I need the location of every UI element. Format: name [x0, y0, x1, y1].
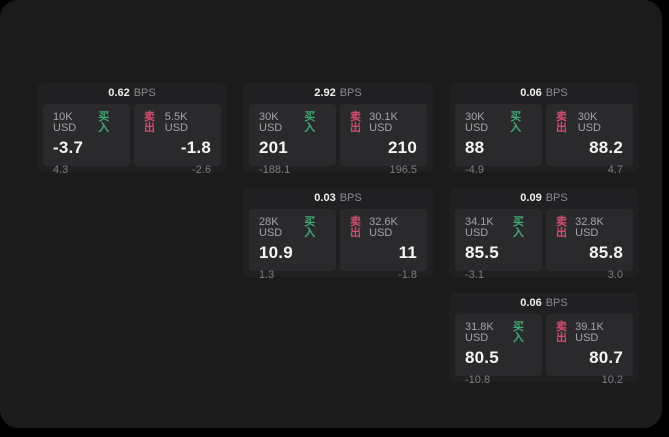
sell-price: 210: [388, 138, 417, 157]
sell-sub-value: 196.5: [389, 164, 417, 176]
sell-sub-value: 10.2: [601, 374, 623, 386]
buy-sub-value: 1.3: [259, 269, 275, 281]
buy-tile[interactable]: 28K USD 买入 10.9 1.3: [249, 209, 336, 281]
bps-spread-header: 0.06 BPS: [455, 83, 633, 104]
buy-tile[interactable]: 31.8K USD 买入 80.5 -10.8: [455, 314, 542, 386]
sell-label: 卖出: [350, 216, 361, 239]
sell-label: 卖出: [350, 111, 361, 134]
sell-price: 85.8: [589, 243, 623, 262]
sell-amount: 32.6K USD: [369, 216, 398, 239]
sell-tile[interactable]: 卖出 39.1K USD 80.7 10.2: [546, 314, 633, 386]
bps-unit-label: BPS: [133, 87, 156, 99]
bps-unit-label: BPS: [339, 192, 362, 204]
sell-price: -1.8: [180, 138, 211, 157]
sell-tile[interactable]: 卖出 30.1K USD 210 196.5: [340, 104, 427, 176]
buy-sub-value: -4.9: [465, 164, 484, 176]
quote-card-2: 2.92 BPS 30K USD 买入 201 -188.1 卖出 30.1K …: [243, 83, 433, 176]
buy-label: 买入: [304, 216, 316, 239]
buy-tile[interactable]: 34.1K USD 买入 85.5 -3.1: [455, 209, 542, 281]
buy-price: 10.9: [259, 243, 293, 262]
app-window: 0.62 BPS 10K USD 买入 -3.7 4.3 卖出 5.5K USD: [0, 0, 662, 428]
sell-amount: 32.8K USD: [575, 216, 604, 239]
quote-column-1: 0.62 BPS 10K USD 买入 -3.7 4.3 卖出 5.5K USD: [37, 83, 227, 176]
buy-sub-value: 4.3: [53, 164, 69, 176]
bps-spread-header: 0.06 BPS: [455, 293, 633, 314]
quote-card-6: 0.06 BPS 31.8K USD 买入 80.5 -10.8 卖出 39.1…: [449, 293, 639, 386]
quote-card-5: 0.09 BPS 34.1K USD 买入 85.5 -3.1 卖出 32.8K…: [449, 188, 639, 281]
quote-card-4: 0.03 BPS 28K USD 买入 10.9 1.3 卖出 32.6K US…: [243, 188, 433, 281]
quote-card-3: 0.06 BPS 30K USD 买入 88 -4.9 卖出 30K USD: [449, 83, 639, 176]
bps-spread-header: 0.62 BPS: [43, 83, 221, 104]
bps-spread-header: 2.92 BPS: [249, 83, 427, 104]
sell-amount: 5.5K USD: [164, 111, 189, 134]
sell-sub-value: -2.6: [192, 164, 211, 176]
sell-label: 卖出: [556, 216, 567, 239]
buy-tile[interactable]: 30K USD 买入 88 -4.9: [455, 104, 542, 176]
buy-tile[interactable]: 30K USD 买入 201 -188.1: [249, 104, 336, 176]
bps-unit-label: BPS: [545, 297, 568, 309]
buy-amount: 34.1K USD: [465, 216, 494, 239]
buy-label: 买入: [512, 321, 524, 344]
bps-spread-header: 0.09 BPS: [455, 188, 633, 209]
sell-tile[interactable]: 卖出 30K USD 88.2 4.7: [546, 104, 633, 176]
buy-price: 80.5: [465, 348, 499, 367]
sell-amount: 30K USD: [577, 111, 601, 134]
sell-price: 88.2: [589, 138, 623, 157]
sell-sub-value: -1.8: [398, 269, 417, 281]
sell-amount: 30.1K USD: [369, 111, 398, 134]
sell-sub-value: 3.0: [607, 269, 623, 281]
sell-label: 卖出: [556, 111, 567, 134]
buy-tile[interactable]: 10K USD 买入 -3.7 4.3: [43, 104, 130, 176]
quote-column-2: 2.92 BPS 30K USD 买入 201 -188.1 卖出 30.1K …: [243, 83, 433, 281]
quote-column-3: 0.06 BPS 30K USD 买入 88 -4.9 卖出 30K USD: [449, 83, 639, 386]
bps-unit-label: BPS: [545, 87, 568, 99]
bps-value: 0.03: [314, 192, 336, 204]
bps-unit-label: BPS: [545, 192, 568, 204]
buy-label: 买入: [98, 111, 110, 134]
bps-spread-header: 0.03 BPS: [249, 188, 427, 209]
bps-value: 0.62: [108, 87, 130, 99]
sell-sub-value: 4.7: [607, 164, 623, 176]
buy-sub-value: -188.1: [259, 164, 291, 176]
buy-sub-value: -3.1: [465, 269, 484, 281]
sell-tile[interactable]: 卖出 32.8K USD 85.8 3.0: [546, 209, 633, 281]
bps-value: 0.06: [520, 297, 542, 309]
buy-price: 201: [259, 138, 288, 157]
sell-price: 80.7: [589, 348, 623, 367]
buy-label: 买入: [510, 111, 522, 134]
sell-tile[interactable]: 卖出 32.6K USD 11 -1.8: [340, 209, 427, 281]
bps-value: 2.92: [314, 87, 336, 99]
buy-amount: 30K USD: [259, 111, 283, 134]
buy-amount: 31.8K USD: [465, 321, 494, 344]
buy-label: 买入: [512, 216, 524, 239]
buy-price: 85.5: [465, 243, 499, 262]
bps-value: 0.06: [520, 87, 542, 99]
buy-label: 买入: [304, 111, 316, 134]
quote-card-1: 0.62 BPS 10K USD 买入 -3.7 4.3 卖出 5.5K USD: [37, 83, 227, 176]
buy-amount: 30K USD: [465, 111, 489, 134]
sell-amount: 39.1K USD: [575, 321, 604, 344]
buy-price: 88: [465, 138, 485, 157]
sell-tile[interactable]: 卖出 5.5K USD -1.8 -2.6: [134, 104, 221, 176]
buy-amount: 10K USD: [53, 111, 77, 134]
sell-price: 11: [398, 243, 417, 262]
buy-price: -3.7: [53, 138, 84, 157]
buy-amount: 28K USD: [259, 216, 283, 239]
bps-value: 0.09: [520, 192, 542, 204]
buy-sub-value: -10.8: [465, 374, 491, 386]
sell-label: 卖出: [556, 321, 567, 344]
sell-label: 卖出: [144, 111, 155, 134]
bps-unit-label: BPS: [339, 87, 362, 99]
